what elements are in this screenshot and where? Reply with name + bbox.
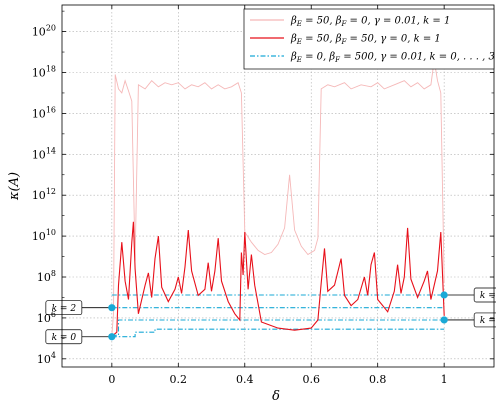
legend-label: βE = 50, βF = 50, γ = 0, k = 1 [290, 34, 441, 47]
plot-frame [61, 4, 495, 368]
legend: βE = 50, βF = 0, γ = 0.01, k = 1 βE = 50,… [243, 8, 495, 70]
series-layer [111, 60, 445, 338]
y-tick-label: 104 [37, 351, 56, 366]
x-tick-label: 0 [108, 373, 115, 386]
y-tick-label: 1020 [32, 24, 56, 39]
y-tick-label: 108 [37, 269, 56, 284]
annotation-label: k = 1 [480, 316, 496, 326]
axis-ticks: 0 0.2 0.4 0.6 0.8 1 104 106 108 1010 1012 1014 1016 1… [32, 5, 494, 386]
annotation-marker [440, 316, 448, 324]
y-tick-label: 1016 [32, 105, 56, 120]
annotation-marker [108, 333, 116, 341]
legend-box [243, 8, 495, 70]
y-axis-label: κ(A) [7, 172, 22, 201]
annotation-marker [108, 304, 116, 312]
annotation-label: k = 3 [480, 291, 496, 301]
annotation-markers: k = 2 k = 0 k = 3 k = 1 [45, 287, 496, 345]
y-tick-label: 1014 [32, 146, 56, 161]
annotation-box [473, 312, 496, 328]
legend-label: βE = 0, βF = 500, γ = 0.01, k = 0, . . .… [290, 52, 495, 65]
annotation-label: k = 2 [52, 304, 77, 314]
legend-label: βE = 50, βF = 0, γ = 0.01, k = 1 [290, 16, 450, 29]
x-tick-label: 1 [441, 373, 448, 386]
y-tick-label: 1010 [32, 228, 56, 243]
y-tick-label: 106 [37, 310, 56, 325]
y-tick-label: 1012 [32, 187, 56, 202]
annotation-label: k = 0 [52, 333, 77, 343]
annotation-box [45, 300, 83, 316]
series-line-gamma-0.01 [111, 60, 445, 337]
x-tick-label: 0.4 [236, 373, 254, 386]
series-line-gamma-0 [111, 221, 445, 337]
series-line-k1 [111, 319, 445, 336]
x-tick-label: 0.6 [302, 373, 320, 386]
x-tick-label: 0.8 [369, 373, 387, 386]
series-line-k0 [111, 328, 445, 338]
y-tick-label: 1018 [32, 64, 56, 79]
annotation-box [45, 329, 83, 345]
annotation-marker [440, 291, 448, 299]
x-tick-label: 0.2 [170, 373, 188, 386]
x-axis-label: δ [272, 389, 280, 404]
annotation-box [473, 287, 496, 303]
